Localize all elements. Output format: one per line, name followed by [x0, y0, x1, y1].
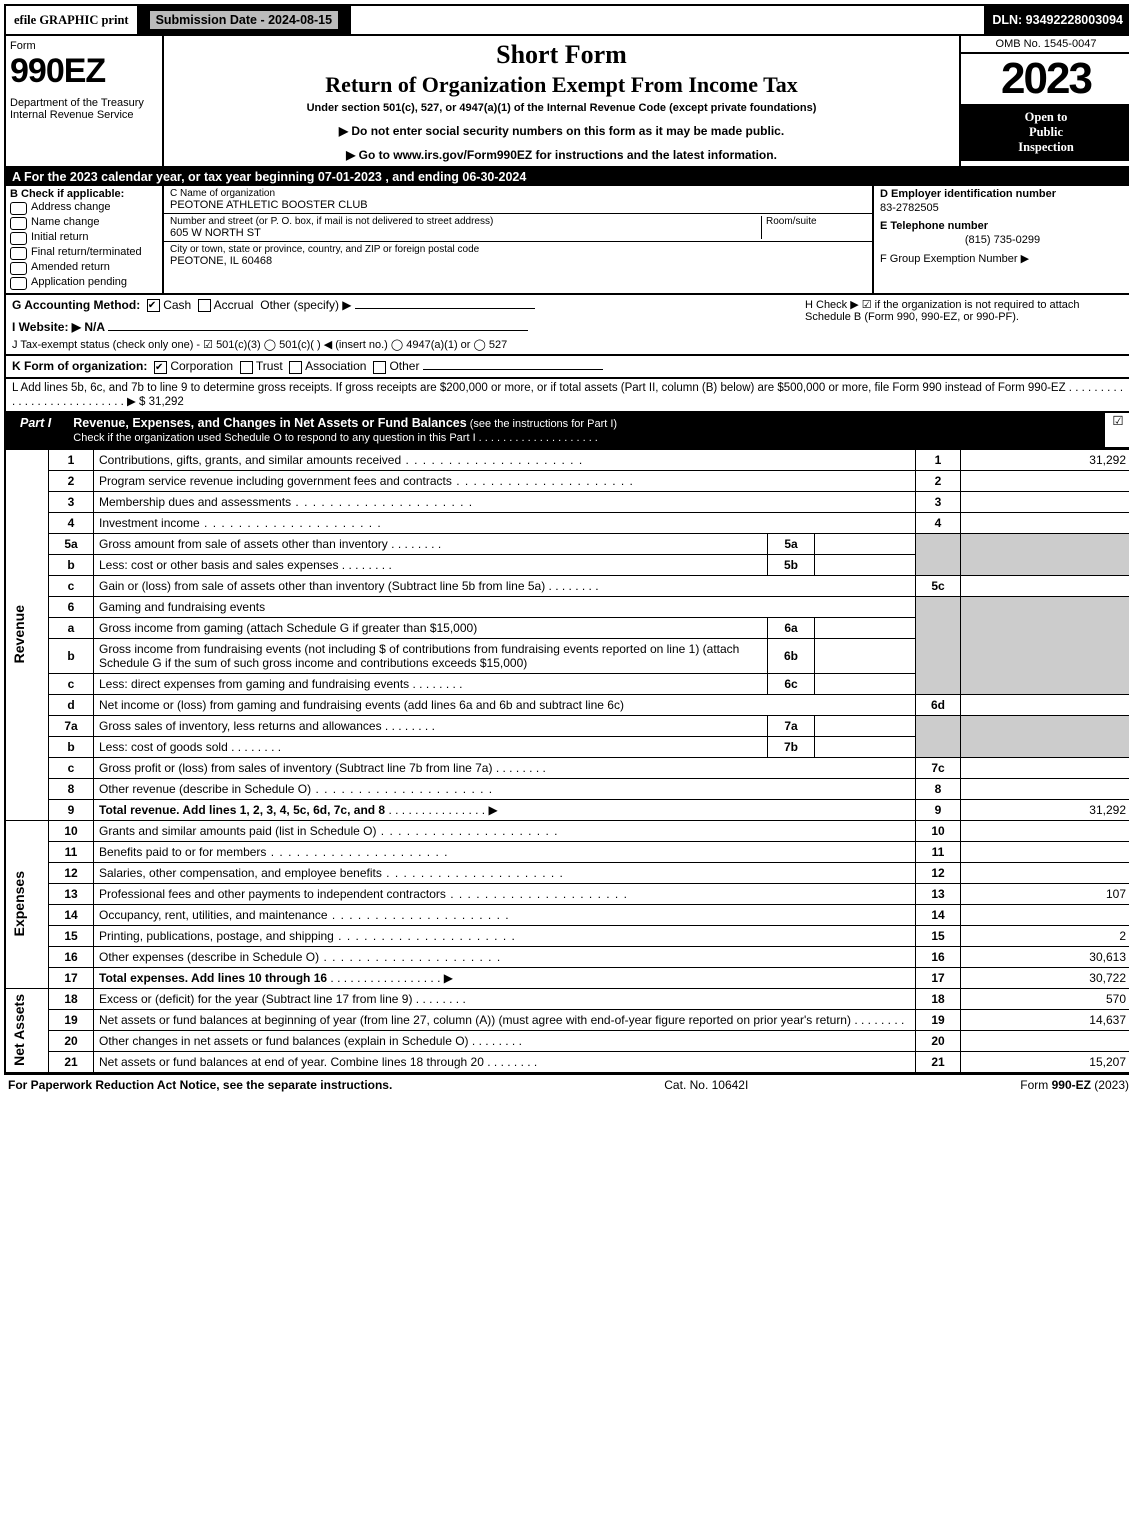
line-18: Net Assets 18Excess or (deficit) for the…: [5, 988, 1129, 1009]
header-left: Form 990EZ Department of the Treasury In…: [6, 36, 164, 166]
irs-link-line: ▶ Go to www.irs.gov/Form990EZ for instru…: [172, 148, 951, 162]
ein-header: D Employer identification number: [880, 188, 1125, 200]
line-5a: 5aGross amount from sale of assets other…: [5, 533, 1129, 554]
line-11: 11Benefits paid to or for members11: [5, 841, 1129, 862]
line-21: 21Net assets or fund balances at end of …: [5, 1051, 1129, 1073]
line-9: 9Total revenue. Add lines 1, 2, 3, 4, 5c…: [5, 799, 1129, 820]
line-8: 8Other revenue (describe in Schedule O) …: [5, 778, 1129, 799]
expenses-label: Expenses: [11, 871, 27, 936]
g-label: G Accounting Method:: [12, 298, 140, 312]
footer-left: For Paperwork Reduction Act Notice, see …: [8, 1078, 392, 1092]
form-header: Form 990EZ Department of the Treasury In…: [4, 36, 1129, 168]
tax-exempt-line: J Tax-exempt status (check only one) - ☑…: [12, 338, 805, 351]
short-form-title: Short Form: [172, 40, 951, 70]
footer-right: Form 990-EZ (2023): [1020, 1078, 1129, 1092]
h-text: H Check ▶ ☑ if the organization is not r…: [805, 298, 1125, 351]
chk-address-change[interactable]: Address change: [10, 201, 158, 215]
b-header: B Check if applicable:: [10, 188, 158, 200]
chk-corporation[interactable]: [154, 361, 167, 374]
part1-check[interactable]: ☑: [1105, 413, 1129, 447]
phone-value: (815) 735-0299: [880, 234, 1125, 246]
line-12: 12Salaries, other compensation, and empl…: [5, 862, 1129, 883]
chk-name-change[interactable]: Name change: [10, 216, 158, 230]
col-c: C Name of organization PEOTONE ATHLETIC …: [164, 186, 874, 293]
top-bar: efile GRAPHIC print Submission Date - 20…: [4, 4, 1129, 36]
header-mid: Short Form Return of Organization Exempt…: [164, 36, 961, 166]
chk-accrual[interactable]: [198, 299, 211, 312]
line-g: G Accounting Method: Cash Accrual Other …: [4, 295, 1129, 356]
line-7a: 7aGross sales of inventory, less returns…: [5, 715, 1129, 736]
org-name-row: C Name of organization PEOTONE ATHLETIC …: [164, 186, 872, 214]
header-right: OMB No. 1545-0047 2023 Open to Public In…: [961, 36, 1129, 166]
org-name: PEOTONE ATHLETIC BOOSTER CLUB: [170, 199, 866, 211]
line-10: Expenses 10Grants and similar amounts pa…: [5, 820, 1129, 841]
line-14: 14Occupancy, rent, utilities, and mainte…: [5, 904, 1129, 925]
line-1: Revenue 1Contributions, gifts, grants, a…: [5, 449, 1129, 470]
chk-initial-return[interactable]: Initial return: [10, 231, 158, 245]
org-addr-row: Number and street (or P. O. box, if mail…: [164, 214, 872, 242]
chk-amended-return[interactable]: Amended return: [10, 261, 158, 275]
line-7c: cGross profit or (loss) from sales of in…: [5, 757, 1129, 778]
part1-title: Revenue, Expenses, and Changes in Net As…: [65, 413, 1105, 447]
line-k: K Form of organization: Corporation Trus…: [4, 356, 1129, 378]
part1-header: Part I Revenue, Expenses, and Changes in…: [4, 413, 1129, 449]
line-6: 6Gaming and fundraising events: [5, 596, 1129, 617]
chk-trust[interactable]: [240, 361, 253, 374]
line-3: 3Membership dues and assessments 3: [5, 491, 1129, 512]
org-city: PEOTONE, IL 60468: [170, 255, 866, 267]
line-15: 15Printing, publications, postage, and s…: [5, 925, 1129, 946]
submission-date: Submission Date - 2024-08-15: [139, 6, 351, 34]
netassets-label: Net Assets: [11, 994, 27, 1066]
phone-header: E Telephone number: [880, 220, 1125, 232]
part1-tab: Part I: [6, 413, 65, 447]
return-title: Return of Organization Exempt From Incom…: [172, 72, 951, 98]
group-exemption: F Group Exemption Number ▶: [880, 252, 1125, 265]
section-bcd: B Check if applicable: Address change Na…: [4, 186, 1129, 295]
website-line: I Website: ▶ N/A: [12, 320, 805, 334]
footer: For Paperwork Reduction Act Notice, see …: [4, 1074, 1129, 1095]
line-13: 13Professional fees and other payments t…: [5, 883, 1129, 904]
chk-app-pending[interactable]: Application pending: [10, 276, 158, 290]
line-5c: cGain or (loss) from sale of assets othe…: [5, 575, 1129, 596]
col-b: B Check if applicable: Address change Na…: [6, 186, 164, 293]
ein-value: 83-2782505: [880, 202, 1125, 214]
open-to-public: Open to Public Inspection: [961, 104, 1129, 161]
efile-label: efile GRAPHIC print: [6, 6, 139, 34]
under-section-text: Under section 501(c), 527, or 4947(a)(1)…: [172, 102, 951, 114]
omb-number: OMB No. 1545-0047: [961, 36, 1129, 54]
line-19: 19Net assets or fund balances at beginni…: [5, 1009, 1129, 1030]
period-line: A For the 2023 calendar year, or tax yea…: [4, 168, 1129, 186]
line-20: 20Other changes in net assets or fund ba…: [5, 1030, 1129, 1051]
footer-cat: Cat. No. 10642I: [664, 1078, 748, 1092]
org-address: 605 W NORTH ST: [170, 227, 761, 239]
ssn-warning: ▶ Do not enter social security numbers o…: [172, 124, 951, 138]
tax-year: 2023: [961, 54, 1129, 104]
line-6d: dNet income or (loss) from gaming and fu…: [5, 694, 1129, 715]
line-l: L Add lines 5b, 6c, and 7b to line 9 to …: [4, 379, 1129, 413]
dln-label: DLN: 93492228003094: [984, 6, 1129, 34]
form-word: Form: [10, 40, 158, 52]
line-16: 16Other expenses (describe in Schedule O…: [5, 946, 1129, 967]
line-4: 4Investment income 4: [5, 512, 1129, 533]
department-label: Department of the Treasury Internal Reve…: [10, 97, 158, 121]
chk-association[interactable]: [289, 361, 302, 374]
org-city-row: City or town, state or province, country…: [164, 242, 872, 269]
line-2: 2Program service revenue including gover…: [5, 470, 1129, 491]
part1-table: Revenue 1Contributions, gifts, grants, a…: [4, 449, 1129, 1074]
form-number: 990EZ: [10, 52, 158, 91]
chk-cash[interactable]: [147, 299, 160, 312]
chk-other-org[interactable]: [373, 361, 386, 374]
chk-final-return[interactable]: Final return/terminated: [10, 246, 158, 260]
line-17: 17Total expenses. Add lines 10 through 1…: [5, 967, 1129, 988]
revenue-label: Revenue: [11, 605, 27, 663]
col-d: D Employer identification number 83-2782…: [874, 186, 1129, 293]
